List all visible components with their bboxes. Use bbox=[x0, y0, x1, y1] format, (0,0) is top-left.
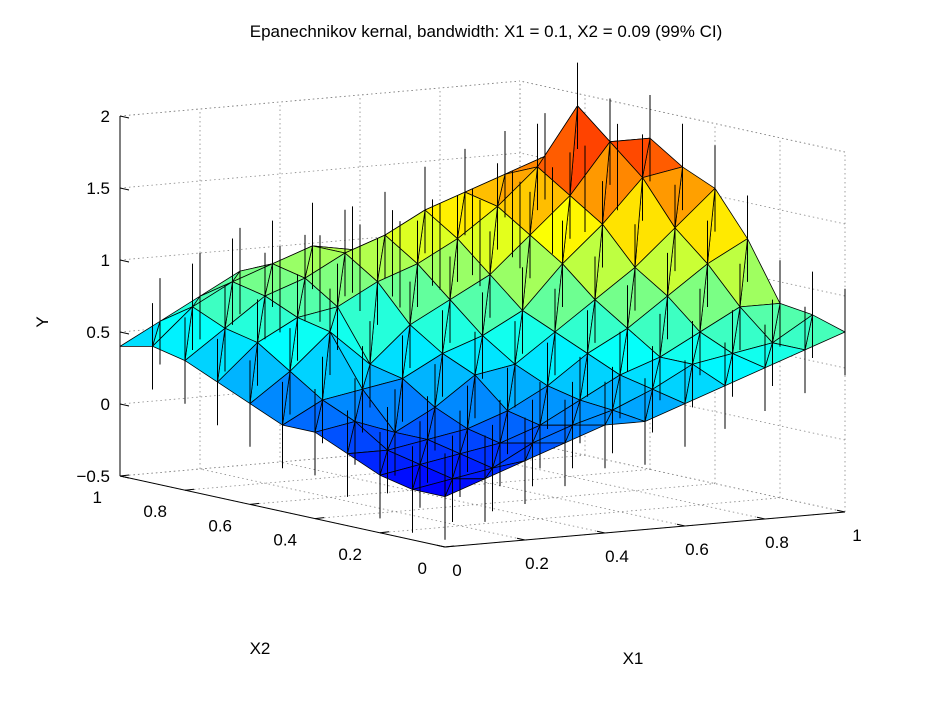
x2-tick bbox=[444, 545, 455, 548]
x1-axis-label: X1 bbox=[623, 649, 644, 668]
x2-tick-label: 0.6 bbox=[208, 516, 232, 535]
surface-mesh bbox=[119, 62, 846, 540]
y-tick bbox=[119, 115, 130, 119]
x2-tick bbox=[249, 502, 260, 505]
y-tick-label: 1 bbox=[101, 251, 110, 270]
x1-tick-label: 0.8 bbox=[765, 533, 789, 552]
y-tick-label: 1.5 bbox=[86, 179, 110, 198]
x1-axis-line bbox=[444, 511, 846, 548]
surface-facet bbox=[184, 327, 226, 383]
x1-tick-label: 0.2 bbox=[525, 554, 549, 573]
x1-tick bbox=[436, 544, 446, 548]
grid-line-z-side bbox=[519, 152, 846, 225]
x2-tick-label: 0.8 bbox=[143, 502, 167, 521]
grid-line-y-floor bbox=[379, 497, 781, 534]
x2-tick bbox=[314, 517, 325, 520]
x1-tick bbox=[836, 509, 846, 513]
y-tick bbox=[119, 475, 130, 479]
x2-axis-label: X2 bbox=[250, 639, 271, 658]
surface-facet bbox=[379, 464, 421, 490]
x1-tick bbox=[596, 530, 606, 534]
y-tick bbox=[119, 187, 130, 191]
surface-facet bbox=[119, 320, 161, 347]
x1-tick-label: 0 bbox=[452, 561, 461, 580]
x2-tick-label: 0.4 bbox=[273, 531, 297, 550]
y-axis-label: Y bbox=[33, 316, 52, 327]
y-tick bbox=[119, 331, 130, 335]
grid-line-x-floor bbox=[439, 447, 766, 520]
surface-facet bbox=[249, 370, 291, 426]
y-tick-label: 2 bbox=[101, 107, 110, 126]
grid-line-y-floor bbox=[314, 483, 716, 519]
surface-facet bbox=[152, 306, 193, 362]
x1-tick-label: 0.6 bbox=[685, 540, 709, 559]
y-tick bbox=[119, 403, 130, 407]
x1-tick-label: 1 bbox=[852, 526, 861, 545]
box-edge bbox=[119, 80, 521, 117]
grid-line-x-floor bbox=[279, 461, 606, 534]
x1-tick bbox=[516, 537, 526, 541]
chart-title: Epanechnikov kernal, bandwidth: X1 = 0.1… bbox=[250, 22, 723, 41]
grid-line-z-back bbox=[119, 80, 521, 117]
x2-axis-line bbox=[119, 475, 446, 548]
axes-foreground: 0 0.2 0.4 0.6 0.8 1 0 0.2 0.4 0.6 0.8 1 −0.5 0 0.5 1 1.5… bbox=[76, 107, 861, 580]
x1-tick-label: 0.4 bbox=[605, 547, 629, 566]
surface-facet bbox=[282, 399, 323, 433]
surface-facet bbox=[764, 342, 806, 369]
x2-tick-label: 0 bbox=[418, 559, 427, 578]
grid-line-z-side bbox=[519, 368, 846, 441]
grid-line-x-floor bbox=[359, 454, 686, 527]
grid-line-x-floor bbox=[519, 440, 846, 513]
x2-tick bbox=[184, 488, 195, 491]
grid-line-z-back bbox=[119, 152, 521, 189]
x1-tick bbox=[676, 523, 686, 527]
box-edge bbox=[519, 80, 846, 153]
surface-facet bbox=[217, 342, 258, 405]
x2-tick-label: 1 bbox=[93, 488, 102, 507]
y-tick-label: 0.5 bbox=[86, 323, 110, 342]
grid-line-z-side bbox=[519, 224, 846, 297]
x2-tick-label: 0.2 bbox=[338, 545, 362, 564]
y-tick bbox=[119, 259, 130, 263]
surface-facet bbox=[684, 363, 726, 405]
y-tick-label: −0.5 bbox=[76, 467, 110, 486]
surface-facet bbox=[412, 478, 453, 498]
y-tick-label: 0 bbox=[101, 395, 110, 414]
grid-line-x-floor bbox=[199, 468, 526, 541]
x2-tick bbox=[379, 531, 390, 534]
x1-tick bbox=[756, 516, 766, 520]
